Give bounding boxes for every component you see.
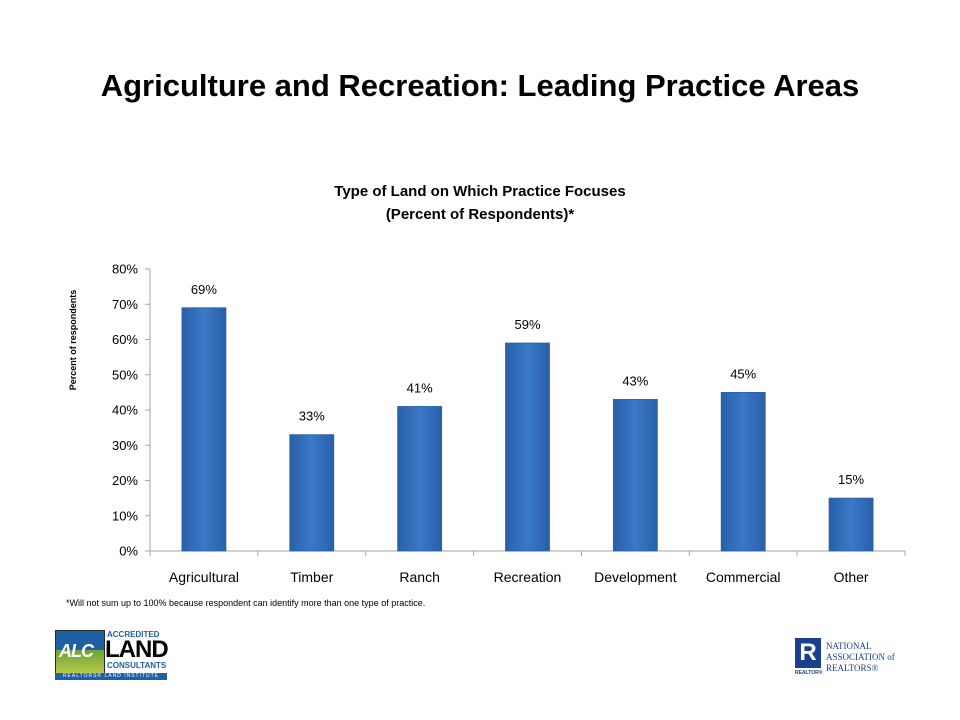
alc-logo: ALC ACCREDITED LAND CONSULTANTS REALTORS… [55,630,169,680]
nar-logo-line1: NATIONAL [826,641,872,651]
y-tick-label: 40% [112,403,138,418]
data-label: 41% [407,380,433,395]
footnote: *Will not sum up to 100% because respond… [66,598,426,608]
data-label: 15% [838,472,864,487]
category-label: Development [594,569,677,585]
y-tick-label: 60% [112,332,138,347]
category-label: Timber [290,569,333,585]
bar-ranch [397,406,443,552]
data-label: 59% [514,317,540,332]
y-tick-label: 20% [112,473,138,488]
category-label: Commercial [706,569,781,585]
nar-logo-realtor: REALTOR® [795,670,823,676]
data-label: 69% [191,282,217,297]
nar-logo-text: NATIONAL ASSOCIATION of REALTORS® [826,641,895,674]
bar-timber [289,434,335,552]
y-tick-label: 10% [112,508,138,523]
y-tick-label: 30% [112,438,138,453]
bar-commercial [720,391,766,552]
alc-logo-institute: REALTORS® LAND INSTITUTE [55,673,167,680]
y-tick-label: 50% [112,367,138,382]
category-label: Agricultural [169,569,239,585]
bar-development [612,399,658,552]
bar-recreation [505,342,550,552]
chart-title: Type of Land on Which Practice Focuses (… [0,180,960,226]
chart-title-line2: (Percent of Respondents)* [385,206,575,223]
alc-logo-mark: ALC [55,630,105,674]
data-label: 45% [730,366,756,381]
nar-logo-mark: R [795,638,821,668]
category-label: Other [834,569,869,585]
data-label: 33% [299,409,325,424]
y-tick-label: 0% [119,544,138,559]
y-tick-label: 80% [112,262,138,277]
page-title: Agriculture and Recreation: Leading Prac… [100,68,860,103]
nar-logo: R REALTOR® NATIONAL ASSOCIATION of REALT… [795,638,925,680]
nar-logo-line3: REALTORS® [826,663,879,673]
alc-logo-letters: ALC [59,641,94,661]
bar-other [828,497,874,552]
category-label: Ranch [399,569,439,585]
nar-logo-line2: ASSOCIATION of [826,652,895,662]
bar-chart: 0% 10% 20% 30% 40% 50% 60% 70% 80% 69% Agricultura… [112,262,906,585]
data-label: 43% [622,373,648,388]
alc-logo-accredited: ACCREDITED [107,630,160,639]
y-tick-label: 70% [112,297,138,312]
bar-agricultural [181,307,227,552]
alc-logo-land: LAND [105,636,169,663]
alc-logo-consultants: CONSULTANTS [107,661,167,670]
chart-title-line1: Type of Land on Which Practice Focuses [334,183,626,200]
category-label: Recreation [494,569,562,585]
